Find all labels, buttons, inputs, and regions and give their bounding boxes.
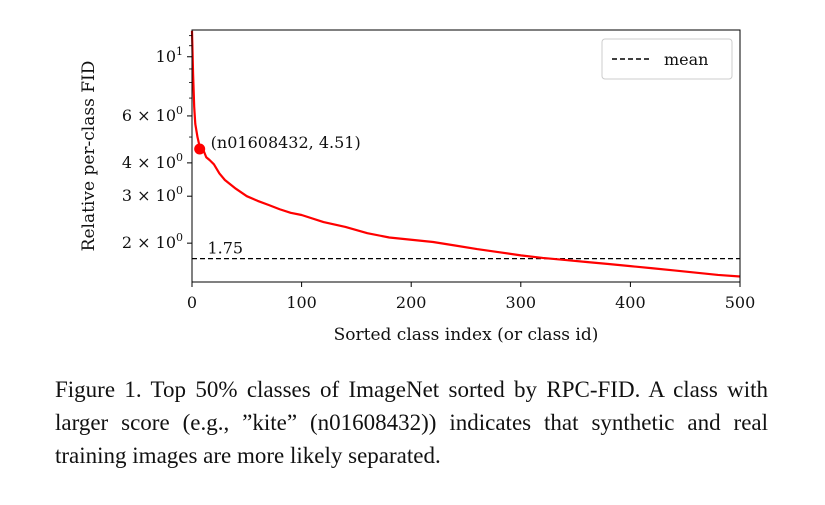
highlight-point-label: (n01608432, 4.51) xyxy=(211,133,361,152)
x-tick-label: 400 xyxy=(615,293,646,312)
y-tick-label: 2 × 100 xyxy=(122,231,183,252)
x-tick-label: 500 xyxy=(725,293,756,312)
y-tick-label: 6 × 100 xyxy=(122,104,183,125)
x-axis-label: Sorted class index (or class id) xyxy=(334,325,599,345)
x-tick-label: 200 xyxy=(396,293,427,312)
mean-value-label: 1.75 xyxy=(207,239,243,258)
y-axis-label: Relative per-class FID xyxy=(79,61,99,252)
plot-area: 1.75 (n01608432, 4.51) xyxy=(190,30,741,278)
x-tick-label: 0 xyxy=(187,293,197,312)
y-tick-label: 4 × 100 xyxy=(122,151,183,172)
x-tick-label: 100 xyxy=(286,293,317,312)
y-tick-label: 3 × 100 xyxy=(122,184,183,205)
x-tick-label: 300 xyxy=(506,293,537,312)
plot-frame xyxy=(191,29,741,283)
axes: 0 100 200 300 400 500 101 6 × 100 4 × 100 3 × 100… xyxy=(79,29,756,345)
legend-box xyxy=(601,38,733,80)
legend-mean-label: mean xyxy=(664,50,708,69)
chart: 1.75 (n01608432, 4.51) 0 100 200 300 400 500 10… xyxy=(79,29,756,345)
legend: mean xyxy=(601,38,733,80)
highlight-point xyxy=(194,143,206,155)
figure-caption: Figure 1. Top 50% classes of ImageNet so… xyxy=(55,377,768,468)
y-tick-label: 101 xyxy=(156,45,183,66)
